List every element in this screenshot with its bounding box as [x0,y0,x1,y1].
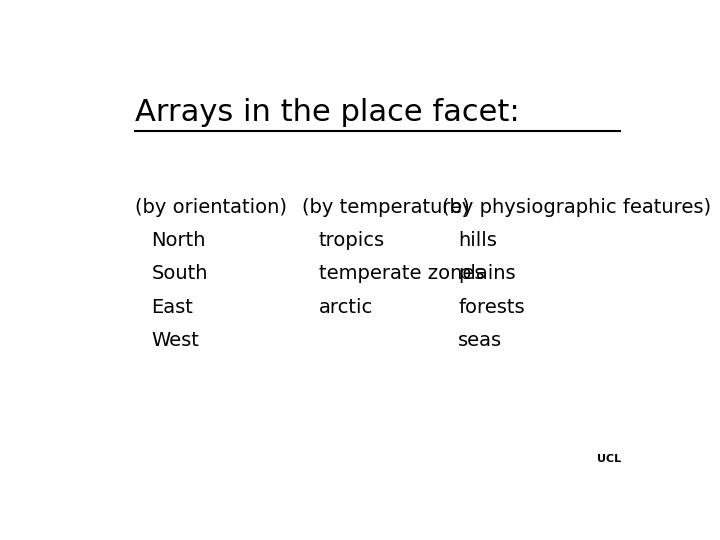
Text: West: West [151,331,199,350]
Text: North: North [151,231,206,250]
Text: (by physiographic features): (by physiographic features) [441,198,711,217]
Text: forests: forests [459,298,525,316]
Text: (by temperature): (by temperature) [302,198,469,217]
Text: East: East [151,298,193,316]
Text: Arrays in the place facet:: Arrays in the place facet: [135,98,519,127]
Text: (by orientation): (by orientation) [135,198,287,217]
Text: temperate zones: temperate zones [319,265,485,284]
Text: hills: hills [459,231,497,250]
Text: UCL: UCL [597,454,621,464]
Text: plains: plains [459,265,516,284]
Text: tropics: tropics [319,231,385,250]
Text: arctic: arctic [319,298,373,316]
Text: South: South [151,265,208,284]
Text: seas: seas [459,331,503,350]
